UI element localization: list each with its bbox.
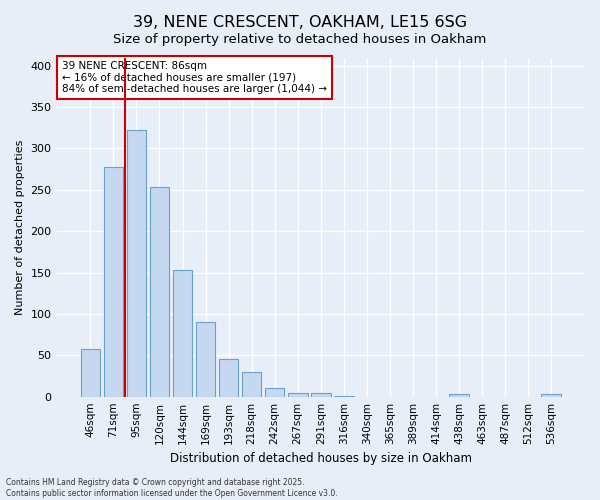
Bar: [127, 130, 146, 396]
Text: Size of property relative to detached houses in Oakham: Size of property relative to detached ho…: [113, 32, 487, 46]
Bar: [541, 394, 561, 396]
Bar: [311, 392, 331, 396]
Text: 39, NENE CRESCENT, OAKHAM, LE15 6SG: 39, NENE CRESCENT, OAKHAM, LE15 6SG: [133, 15, 467, 30]
Bar: [149, 186, 169, 396]
Bar: [288, 392, 308, 396]
Text: 39 NENE CRESCENT: 86sqm
← 16% of detached houses are smaller (197)
84% of semi-d: 39 NENE CRESCENT: 86sqm ← 16% of detache…: [62, 61, 327, 94]
Bar: [104, 166, 123, 396]
Bar: [196, 322, 215, 396]
X-axis label: Distribution of detached houses by size in Oakham: Distribution of detached houses by size …: [170, 452, 472, 465]
Bar: [219, 360, 238, 397]
Bar: [173, 270, 193, 396]
Bar: [242, 372, 262, 396]
Bar: [265, 388, 284, 396]
Text: Contains HM Land Registry data © Crown copyright and database right 2025.
Contai: Contains HM Land Registry data © Crown c…: [6, 478, 338, 498]
Bar: [449, 394, 469, 396]
Bar: [80, 348, 100, 397]
Y-axis label: Number of detached properties: Number of detached properties: [15, 140, 25, 315]
